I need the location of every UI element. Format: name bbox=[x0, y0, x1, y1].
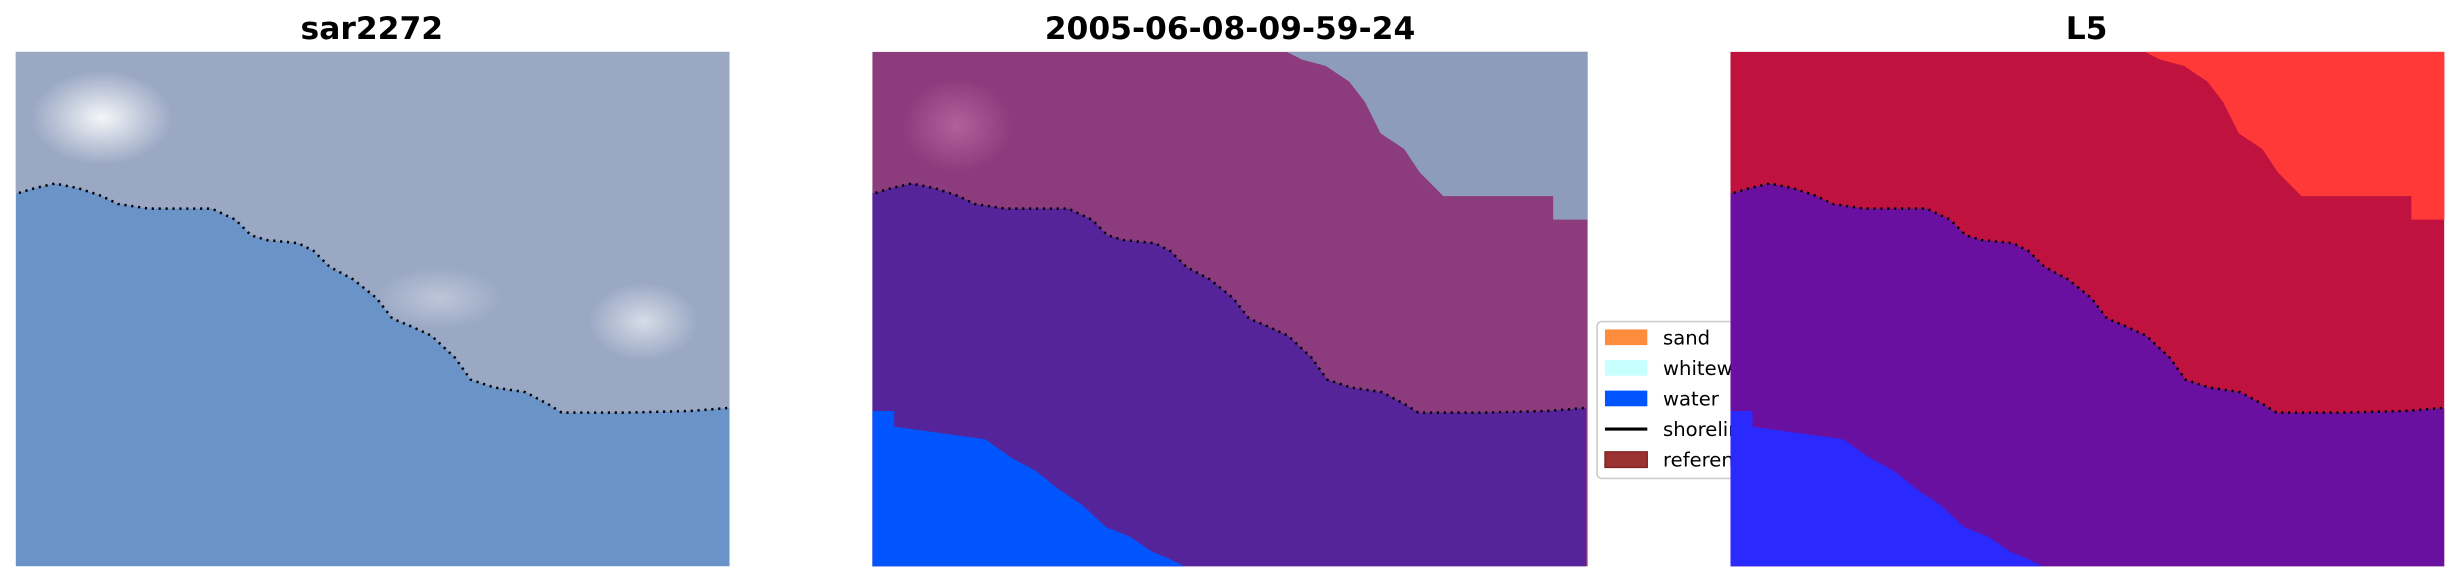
legend-label: water bbox=[1663, 388, 1720, 411]
legend-item-shoreline: shoreline bbox=[1604, 418, 1753, 441]
bright-red-region bbox=[2144, 51, 2445, 220]
sea-region bbox=[872, 183, 1587, 567]
land-region bbox=[15, 51, 730, 413]
blue-region bbox=[1730, 411, 2043, 567]
panel-image-1 bbox=[15, 51, 730, 567]
purple-region bbox=[1730, 183, 2445, 567]
legend-item-sand: sand bbox=[1604, 326, 1710, 349]
legend-marker bbox=[1604, 360, 1648, 376]
shoreline-dotted bbox=[875, 182, 1587, 414]
water-region bbox=[872, 411, 1185, 567]
legend-label: sand bbox=[1663, 326, 1710, 349]
unclassified-region bbox=[1286, 51, 1588, 220]
panel-title-3: L5 bbox=[2066, 11, 2108, 47]
legend-item-water: water bbox=[1604, 388, 1720, 411]
panel-title-1: sar2272 bbox=[301, 11, 444, 47]
legend-label: shoreline bbox=[1663, 418, 1753, 441]
legend-marker bbox=[1604, 329, 1648, 346]
shoreline-dotted bbox=[1733, 182, 2445, 414]
panel-image-2 bbox=[872, 51, 1588, 567]
panel-image-3 bbox=[1730, 51, 2445, 567]
panel-title-2: 2005-06-08-09-59-24 bbox=[1045, 11, 1416, 47]
shoreline-dotted bbox=[18, 182, 730, 414]
legend-marker bbox=[1604, 451, 1648, 469]
legend-marker bbox=[1604, 390, 1648, 407]
